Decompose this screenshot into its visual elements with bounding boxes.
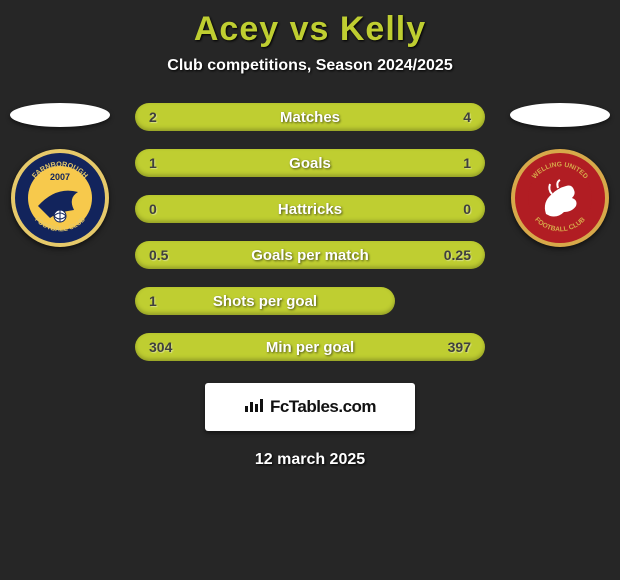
- svg-text:WELLING UNITED: WELLING UNITED: [531, 161, 589, 180]
- stat-value-right: 1: [463, 155, 471, 171]
- stat-row: 0.5Goals per match0.25: [135, 241, 485, 269]
- stat-value-right: 4: [463, 109, 471, 125]
- stat-label: Shots per goal: [135, 293, 395, 310]
- player-left: FARNBOROUGH FOOTBALL CLUB 2007: [10, 103, 110, 247]
- stat-bars: 2Matches41Goals10Hattricks00.5Goals per …: [135, 103, 485, 361]
- stat-label: Goals: [135, 155, 485, 172]
- badge-ring-text: FARNBOROUGH FOOTBALL CLUB: [15, 153, 105, 243]
- footer-site-name: FcTables.com: [270, 397, 376, 417]
- subtitle: Club competitions, Season 2024/2025: [0, 57, 620, 75]
- stat-label: Matches: [135, 109, 485, 126]
- stat-label: Min per goal: [135, 339, 485, 356]
- avatar-placeholder: [510, 103, 610, 127]
- avatar-placeholder: [10, 103, 110, 127]
- club-badge-right: WELLING UNITED FOOTBALL CLUB: [511, 149, 609, 247]
- page-title: Acey vs Kelly: [0, 0, 620, 49]
- stat-row: 304Min per goal397: [135, 333, 485, 361]
- stat-row: 0Hattricks0: [135, 195, 485, 223]
- badge-ring-text: WELLING UNITED FOOTBALL CLUB: [515, 153, 605, 243]
- stat-value-left: 0.5: [149, 247, 168, 263]
- stat-value-left: 1: [149, 155, 157, 171]
- club-badge-left: FARNBOROUGH FOOTBALL CLUB 2007: [11, 149, 109, 247]
- stat-value-right: 397: [448, 339, 471, 355]
- stat-value-left: 304: [149, 339, 172, 355]
- chart-icon: [244, 397, 264, 418]
- stat-value-right: 0.25: [444, 247, 471, 263]
- footer-attribution[interactable]: FcTables.com: [205, 383, 415, 431]
- stat-label: Hattricks: [135, 201, 485, 218]
- stat-label: Goals per match: [135, 247, 485, 264]
- svg-text:FARNBOROUGH: FARNBOROUGH: [30, 159, 90, 180]
- stat-value-left: 0: [149, 201, 157, 217]
- stat-row: 1Shots per goal: [135, 287, 395, 315]
- stat-row: 1Goals1: [135, 149, 485, 177]
- player-right: WELLING UNITED FOOTBALL CLUB: [510, 103, 610, 247]
- stat-value-left: 2: [149, 109, 157, 125]
- comparison-panel: FARNBOROUGH FOOTBALL CLUB 2007: [0, 103, 620, 361]
- generation-date: 12 march 2025: [0, 451, 620, 469]
- stat-value-right: 0: [463, 201, 471, 217]
- stat-value-left: 1: [149, 293, 157, 309]
- svg-text:FOOTBALL CLUB: FOOTBALL CLUB: [33, 216, 87, 233]
- svg-text:FOOTBALL CLUB: FOOTBALL CLUB: [533, 216, 587, 233]
- stat-row: 2Matches4: [135, 103, 485, 131]
